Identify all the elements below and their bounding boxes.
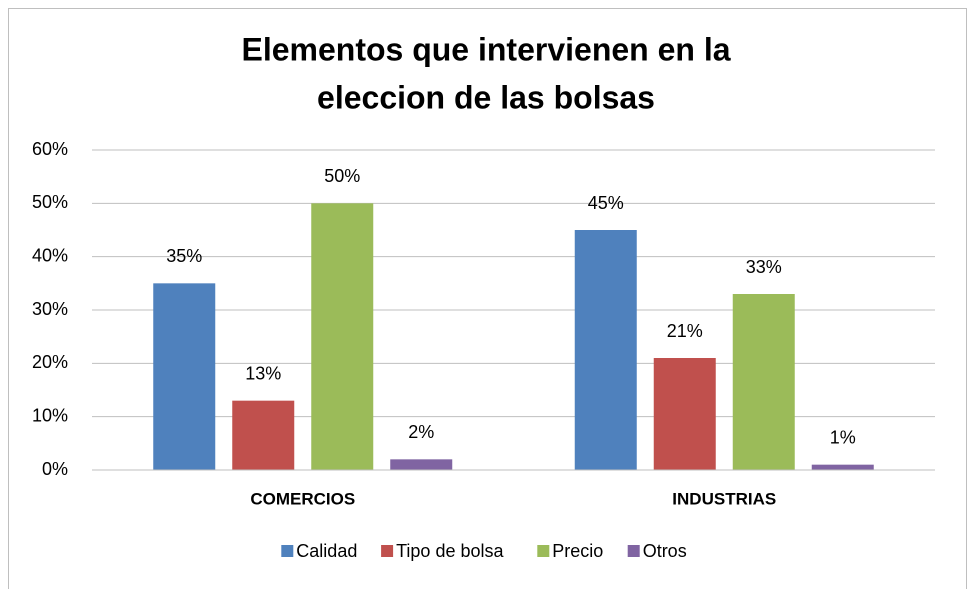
chart-title: Elementos que intervienen en la	[241, 31, 730, 67]
bar	[653, 358, 716, 470]
bar	[732, 294, 795, 470]
bar	[574, 230, 637, 470]
bar	[311, 203, 374, 471]
chart-border	[8, 8, 967, 589]
x-tick-label: COMERCIOS	[250, 489, 355, 508]
y-tick-label: 10%	[32, 405, 68, 425]
y-tick-label: 20%	[32, 352, 68, 372]
legend-label: Precio	[552, 541, 603, 561]
data-label: 13%	[245, 363, 281, 383]
x-tick-label: INDUSTRIAS	[672, 489, 776, 508]
chart-title: eleccion de las bolsas	[317, 79, 655, 115]
legend-swatch	[537, 545, 550, 557]
data-label: 21%	[667, 321, 703, 341]
bar	[232, 400, 295, 470]
y-tick-label: 40%	[32, 245, 68, 265]
bar	[390, 459, 453, 470]
data-label: 1%	[830, 427, 856, 447]
data-label: 2%	[408, 422, 434, 442]
legend-label: Otros	[643, 541, 687, 561]
y-tick-label: 30%	[32, 299, 68, 319]
legend-label: Calidad	[296, 541, 357, 561]
legend-label: Tipo de bolsa	[396, 541, 504, 561]
legend-swatch	[381, 545, 394, 557]
y-tick-label: 50%	[32, 192, 68, 212]
data-label: 50%	[324, 166, 360, 186]
legend-swatch	[281, 545, 294, 557]
legend-swatch	[627, 545, 640, 557]
bar	[811, 464, 874, 470]
bar	[153, 283, 216, 470]
data-label: 35%	[166, 246, 202, 266]
data-label: 45%	[588, 193, 624, 213]
y-tick-label: 60%	[32, 139, 68, 159]
data-label: 33%	[746, 257, 782, 277]
y-tick-label: 0%	[42, 459, 68, 479]
